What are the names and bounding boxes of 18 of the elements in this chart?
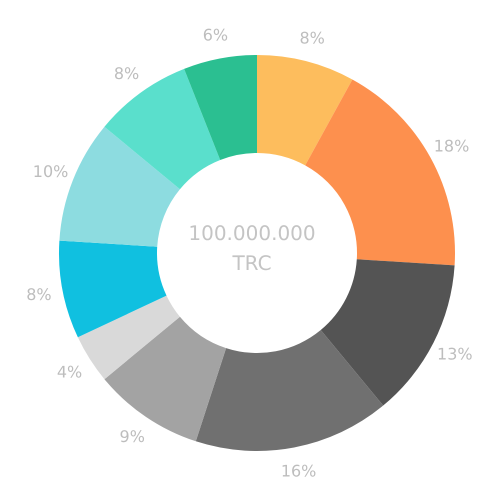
- donut-slice: [257, 55, 352, 166]
- donut-slice: [196, 330, 384, 451]
- donut-slice: [104, 316, 226, 442]
- data-label: 10%: [32, 162, 68, 181]
- data-label: 8%: [300, 28, 325, 48]
- data-label: 13%: [437, 344, 473, 364]
- donut-slice: [104, 68, 220, 190]
- data-label: 8%: [114, 64, 140, 83]
- donut-slice: [59, 240, 167, 338]
- data-label: 18%: [434, 136, 470, 156]
- text: 100.000.000: [187, 220, 317, 247]
- data-label: 16%: [280, 462, 316, 481]
- data-label: 9%: [120, 427, 145, 446]
- donut-slice: [184, 55, 257, 160]
- data-label: 8%: [26, 285, 52, 304]
- data-label: 4%: [56, 362, 82, 382]
- data-label: 6%: [202, 25, 228, 44]
- text: TRC: [231, 250, 273, 277]
